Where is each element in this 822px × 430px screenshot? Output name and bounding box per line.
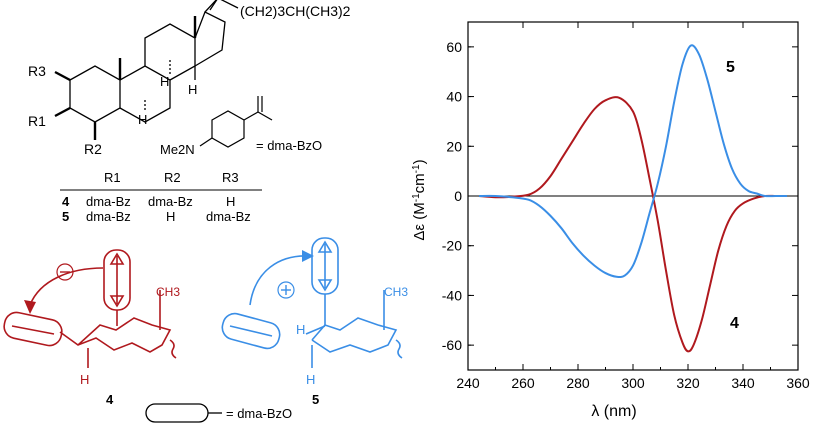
y-tick-label: -20 xyxy=(442,238,462,254)
conformer-4-label: 4 xyxy=(106,392,114,407)
table-header-r3: R3 xyxy=(222,170,239,185)
hydrogen-5a: H xyxy=(296,322,305,337)
h-label-3: H xyxy=(188,82,197,97)
series-label-5: 5 xyxy=(726,59,735,76)
x-axis-label: λ (nm) xyxy=(591,403,636,420)
y-tick-label: -40 xyxy=(442,287,462,303)
hydrogen-5b: H xyxy=(306,372,315,387)
x-tick-label: 240 xyxy=(456,375,480,391)
chromophore-key-shape xyxy=(145,403,209,423)
table-row-4-r2: dma-Bz xyxy=(148,194,193,209)
y-tick-label: 60 xyxy=(446,39,462,55)
me2n-label: Me2N xyxy=(160,142,195,157)
series-line-5 xyxy=(478,44,787,279)
table-row-5-r3: dma-Bz xyxy=(206,209,251,224)
hydrogen-4: H xyxy=(80,372,89,387)
methyl-5: CH3 xyxy=(384,285,408,299)
table-row-5-compound: 5 xyxy=(62,209,69,224)
x-tick-label: 260 xyxy=(511,375,535,391)
dma-label: = dma-BzO xyxy=(256,138,322,153)
dma-benzoate xyxy=(199,96,273,148)
steroid-skeleton xyxy=(54,0,239,140)
table-row-4-compound: 4 xyxy=(62,194,70,209)
table-header-r2: R2 xyxy=(164,170,181,185)
substituent-table: R1 R2 R3 4 dma-Bz dma-Bz H 5 dma-Bz H dm… xyxy=(60,170,262,224)
x-tick-label: 320 xyxy=(676,375,700,391)
sign-circle-4 xyxy=(56,263,74,281)
x-tick-label: 340 xyxy=(731,375,755,391)
series-line-4 xyxy=(478,96,787,353)
series-layer xyxy=(478,44,787,353)
h-label-2: H xyxy=(160,74,169,89)
series-label-4: 4 xyxy=(730,315,739,332)
chromophore-key-text: = dma-BzO xyxy=(226,406,292,421)
r3-label: R3 xyxy=(28,63,46,79)
conformer-5 xyxy=(221,237,403,368)
table-header-r1: R1 xyxy=(104,170,121,185)
table-row-5-r2: H xyxy=(166,209,175,224)
side-chain-label: (CH2)3CH(CH3)2 xyxy=(240,3,351,19)
conformer-5-label: 5 xyxy=(312,392,319,407)
r2-label: R2 xyxy=(84,141,102,157)
methyl-4: CH3 xyxy=(156,285,180,299)
x-tick-label: 360 xyxy=(786,375,810,391)
axis-ticks: 240 260 280 300 320 340 360 -60 -40 -20 0 20 40 60 xyxy=(442,22,810,391)
y-tick-label: 20 xyxy=(446,138,462,154)
y-tick-label: 40 xyxy=(446,89,462,105)
y-axis-label: Δε (M-1cm-1) xyxy=(411,159,429,240)
conformer-4 xyxy=(3,249,177,368)
x-tick-label: 300 xyxy=(621,375,645,391)
h-label-1: H xyxy=(138,112,147,127)
r1-label: R1 xyxy=(28,113,46,129)
table-row-5-r1: dma-Bz xyxy=(86,209,131,224)
chemistry-scheme: (CH2)3CH(CH3)2 R3 R1 R2 H H H Me2N = dma… xyxy=(3,0,408,423)
sign-circle-5 xyxy=(277,281,295,299)
table-row-4-r3: H xyxy=(226,194,235,209)
y-tick-label: -60 xyxy=(442,337,462,353)
table-row-4-r1: dma-Bz xyxy=(86,194,131,209)
y-tick-label: 0 xyxy=(454,188,462,204)
x-tick-label: 280 xyxy=(566,375,590,391)
cd-spectrum-chart: 240 260 280 300 320 340 360 -60 -40 -20 0 20 40 60 λ … xyxy=(411,21,810,420)
